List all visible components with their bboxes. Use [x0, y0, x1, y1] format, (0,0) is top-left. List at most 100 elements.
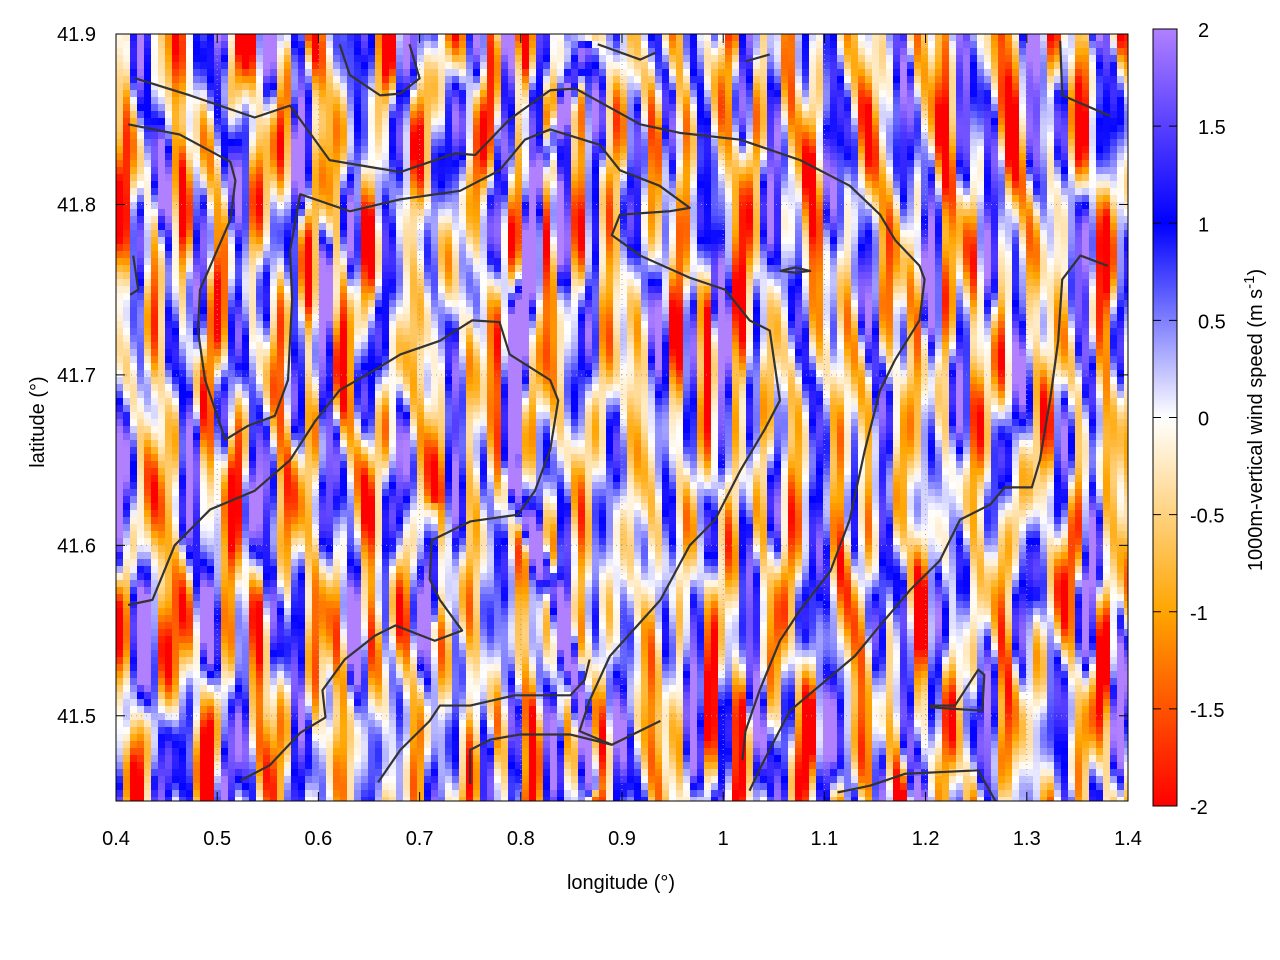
heatmap-cell — [1103, 55, 1110, 62]
heatmap-cell — [900, 265, 907, 272]
heatmap-cell — [858, 223, 865, 230]
heatmap-cell — [473, 62, 480, 69]
heatmap-cell — [1103, 83, 1110, 90]
heatmap-cell — [361, 34, 368, 41]
heatmap-cell — [424, 62, 431, 69]
heatmap-cell — [249, 223, 256, 230]
heatmap-cell — [557, 209, 564, 216]
heatmap-cell — [1026, 125, 1033, 132]
heatmap-cell — [557, 55, 564, 62]
heatmap-cell — [270, 230, 277, 237]
heatmap-cell — [739, 188, 746, 195]
heatmap-cell — [977, 244, 984, 251]
heatmap-cell — [753, 153, 760, 160]
heatmap-cell — [676, 216, 683, 223]
heatmap-cell — [921, 237, 928, 244]
heatmap-cell — [249, 90, 256, 97]
heatmap-cell — [172, 153, 179, 160]
heatmap-cell — [396, 258, 403, 265]
heatmap-cell — [1075, 76, 1082, 83]
heatmap-cell — [375, 62, 382, 69]
heatmap-cell — [844, 237, 851, 244]
heatmap-cell — [137, 69, 144, 76]
heatmap-cell — [144, 216, 151, 223]
heatmap-cell — [963, 97, 970, 104]
heatmap-cell — [396, 83, 403, 90]
heatmap-cell — [193, 244, 200, 251]
heatmap-cell — [424, 146, 431, 153]
heatmap-cell — [879, 69, 886, 76]
heatmap-cell — [998, 251, 1005, 258]
heatmap-cell — [998, 48, 1005, 55]
heatmap-cell — [732, 251, 739, 258]
heatmap-cell — [641, 153, 648, 160]
heatmap-cell — [858, 265, 865, 272]
heatmap-cell — [424, 55, 431, 62]
heatmap-cell — [424, 34, 431, 41]
heatmap-cell — [158, 48, 165, 55]
heatmap-cell — [935, 216, 942, 223]
heatmap-cell — [431, 202, 438, 209]
heatmap-cell — [284, 139, 291, 146]
heatmap-cell — [711, 118, 718, 125]
heatmap-cell — [221, 90, 228, 97]
heatmap-cell — [172, 76, 179, 83]
heatmap-cell — [718, 251, 725, 258]
heatmap-cell — [1026, 237, 1033, 244]
heatmap-cell — [361, 251, 368, 258]
heatmap-cell — [1068, 181, 1075, 188]
heatmap-cell — [578, 146, 585, 153]
heatmap-cell — [249, 76, 256, 83]
heatmap-cell — [249, 118, 256, 125]
heatmap-cell — [508, 244, 515, 251]
heatmap-cell — [795, 83, 802, 90]
heatmap-cell — [368, 223, 375, 230]
heatmap-cell — [1012, 251, 1019, 258]
heatmap-cell — [557, 195, 564, 202]
heatmap-cell — [1019, 160, 1026, 167]
heatmap-cell — [879, 174, 886, 181]
heatmap-cell — [130, 244, 137, 251]
heatmap-cell — [711, 62, 718, 69]
heatmap-cell — [984, 237, 991, 244]
heatmap-cell — [683, 216, 690, 223]
heatmap-cell — [529, 160, 536, 167]
heatmap-cell — [1047, 181, 1054, 188]
heatmap-cell — [606, 132, 613, 139]
heatmap-cell — [648, 265, 655, 272]
heatmap-cell — [753, 244, 760, 251]
heatmap-cell — [361, 125, 368, 132]
heatmap-cell — [494, 62, 501, 69]
heatmap-cell — [242, 181, 249, 188]
heatmap-cell — [683, 237, 690, 244]
heatmap-cell — [606, 265, 613, 272]
heatmap-cell — [998, 160, 1005, 167]
heatmap-cell — [662, 160, 669, 167]
heatmap-cell — [816, 195, 823, 202]
heatmap-cell — [473, 90, 480, 97]
heatmap-cell — [522, 174, 529, 181]
heatmap-cell — [249, 69, 256, 76]
heatmap-cell — [816, 55, 823, 62]
heatmap-cell — [683, 48, 690, 55]
heatmap-cell — [921, 34, 928, 41]
heatmap-cell — [480, 76, 487, 83]
heatmap-cell — [494, 146, 501, 153]
heatmap-cell — [676, 76, 683, 83]
heatmap-cell — [634, 258, 641, 265]
heatmap-cell — [389, 223, 396, 230]
heatmap-cell — [123, 48, 130, 55]
heatmap-cell — [998, 55, 1005, 62]
heatmap-cell — [501, 83, 508, 90]
heatmap-cell — [669, 223, 676, 230]
heatmap-cell — [249, 202, 256, 209]
heatmap-cell — [753, 90, 760, 97]
heatmap-cell — [802, 202, 809, 209]
heatmap-cell — [746, 83, 753, 90]
heatmap-cell — [788, 139, 795, 146]
heatmap-cell — [613, 41, 620, 48]
heatmap-cell — [242, 139, 249, 146]
heatmap-cell — [1089, 55, 1096, 62]
heatmap-cell — [494, 90, 501, 97]
heatmap-cell — [172, 104, 179, 111]
